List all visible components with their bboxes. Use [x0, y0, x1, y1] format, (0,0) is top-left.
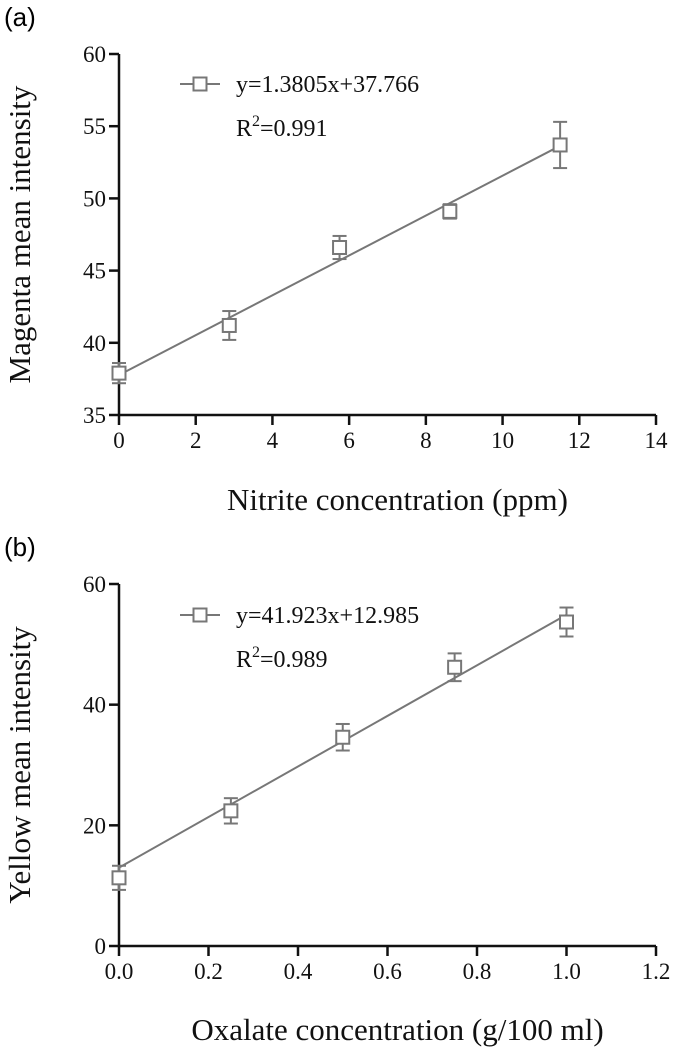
- legend-r2-prefix: R: [236, 116, 252, 142]
- data-point: [221, 317, 237, 333]
- x-tick-label: 1.0: [552, 959, 581, 984]
- fit-line: [118, 144, 561, 376]
- data-point: [559, 614, 574, 630]
- x-tick-label: 12: [568, 428, 591, 453]
- x-axis-title: Nitrite concentration (ppm): [227, 482, 568, 517]
- panel-label: (a): [4, 2, 36, 32]
- data-point: [223, 803, 239, 819]
- y-tick-label: 60: [83, 572, 106, 597]
- y-tick-label: 60: [83, 42, 106, 67]
- y-tick-label: 0: [95, 934, 107, 959]
- x-tick-label: 2: [190, 428, 202, 453]
- y-tick-label: 40: [83, 331, 106, 356]
- legend-r2-prefix: R: [236, 647, 252, 673]
- x-tick-label: 14: [645, 428, 669, 453]
- y-axis-title: Yellow mean intensity: [2, 626, 37, 904]
- x-tick-label: 0: [113, 428, 125, 453]
- chart-panel-a: (a) 35 40 45 50 55 60 0 2 4 6 8 10 12 14 Nitrite concen…: [2, 2, 668, 517]
- data-point: [111, 870, 127, 886]
- legend-r2: R2=0.989: [236, 644, 328, 673]
- data-point: [111, 365, 127, 381]
- data-point: [335, 729, 351, 745]
- y-tick-label: 55: [83, 114, 106, 139]
- panel-label: (b): [4, 532, 36, 562]
- x-tick-label: 1.2: [642, 959, 671, 984]
- legend-r2-value: =0.989: [260, 647, 328, 673]
- data-point: [552, 137, 568, 153]
- y-tick-label: 20: [83, 813, 106, 838]
- legend-marker: [192, 607, 208, 623]
- data-point: [447, 659, 463, 675]
- legend-r2: R2=0.991: [236, 113, 328, 142]
- data-point: [332, 239, 348, 255]
- legend-r2-superscript: 2: [252, 644, 260, 661]
- x-tick-label: 6: [343, 428, 355, 453]
- x-tick-label: 0.2: [194, 959, 223, 984]
- legend-equation: y=1.3805x+37.766: [236, 72, 419, 98]
- y-tick-label: 35: [83, 403, 106, 428]
- x-axis-title: Oxalate concentration (g/100 ml): [191, 1012, 603, 1047]
- x-tick-label: 0.4: [284, 959, 313, 984]
- legend-r2-superscript: 2: [252, 113, 260, 130]
- y-tick-label: 50: [83, 186, 106, 211]
- x-tick-label: 0.0: [105, 959, 134, 984]
- chart-panel-b: (b) 0 20 40 60 0.0 0.2 0.4 0.6 0.8 1.0 1.2 Oxalate c…: [2, 532, 670, 1047]
- legend-marker: [192, 76, 208, 92]
- x-tick-label: 0.6: [373, 959, 402, 984]
- y-tick-label: 40: [83, 693, 106, 718]
- x-tick-label: 10: [491, 428, 514, 453]
- y-tick-label: 45: [83, 259, 106, 284]
- data-point: [442, 203, 458, 219]
- x-tick-label: 0.8: [463, 959, 492, 984]
- x-tick-label: 4: [267, 428, 279, 453]
- y-axis-title: Magenta mean intensity: [2, 85, 37, 383]
- x-tick-label: 8: [420, 428, 432, 453]
- legend-equation: y=41.923x+12.985: [236, 603, 419, 629]
- legend-r2-value: =0.991: [260, 116, 328, 142]
